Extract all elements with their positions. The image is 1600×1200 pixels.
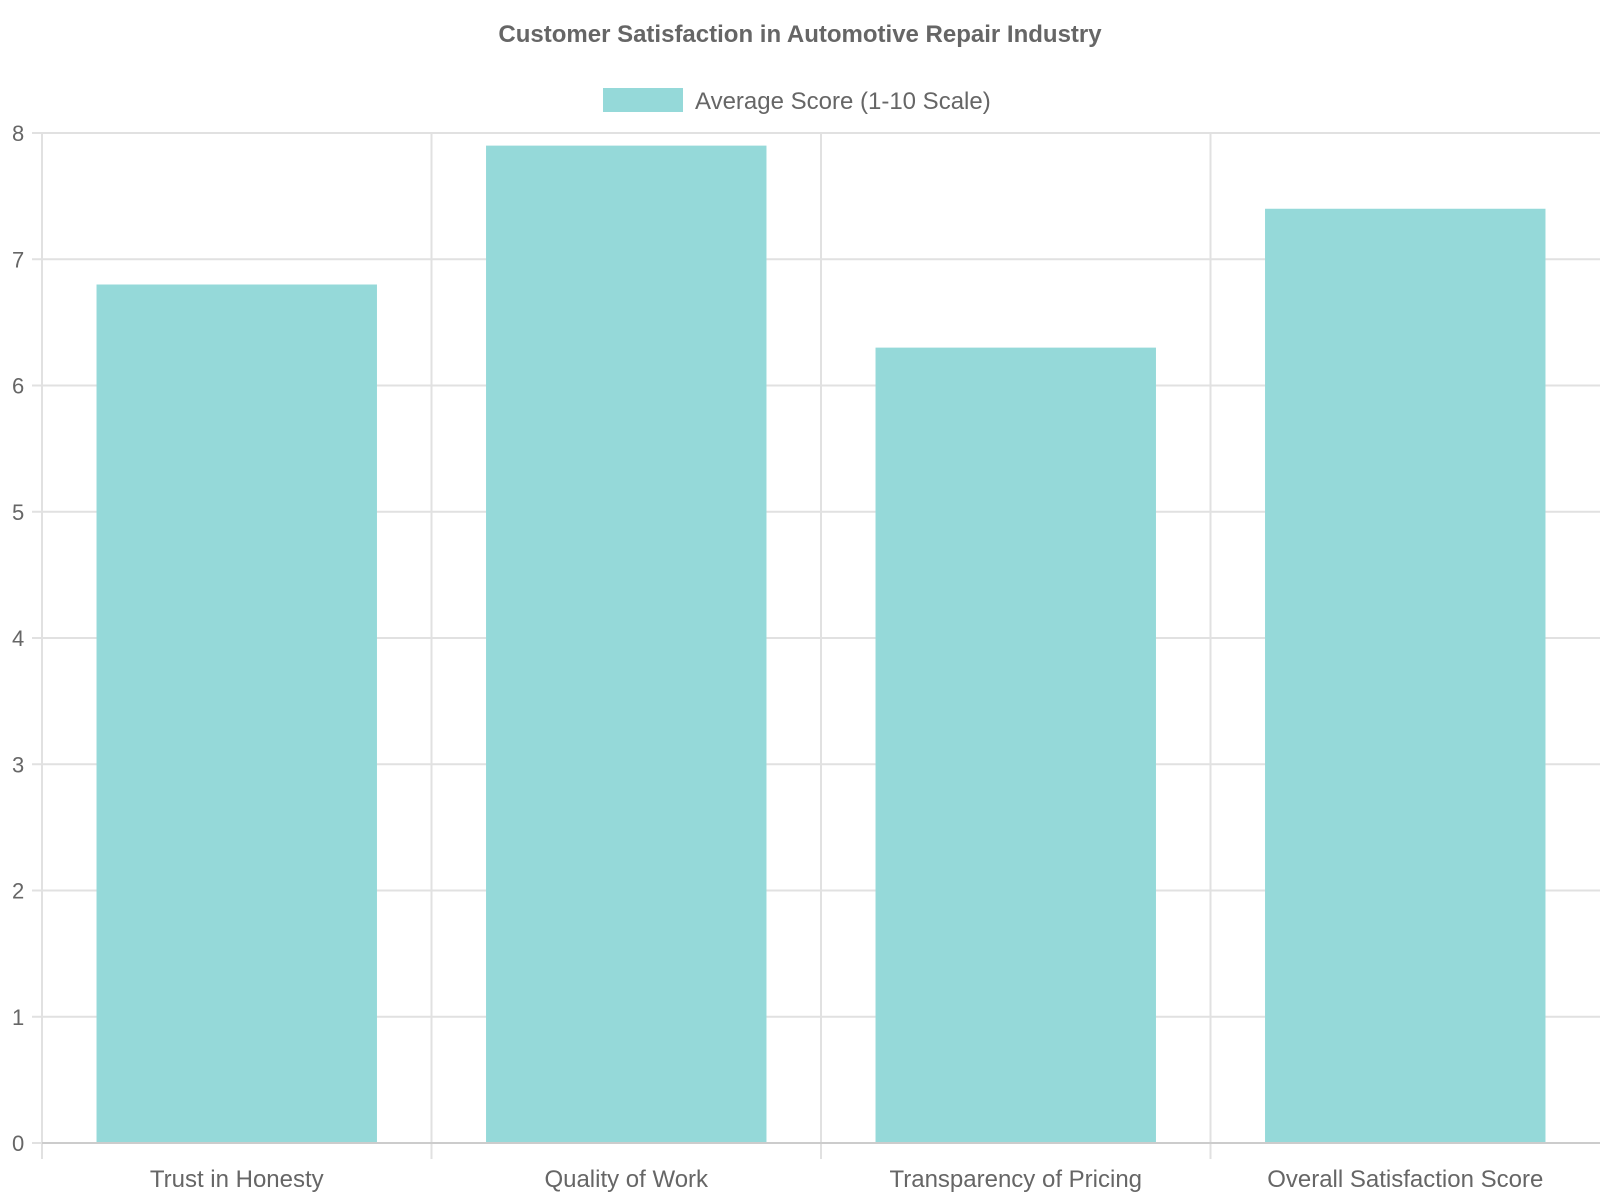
- bar[interactable]: [1265, 208, 1546, 1143]
- bar[interactable]: [875, 347, 1156, 1143]
- y-tick-label: 6: [12, 374, 24, 399]
- legend[interactable]: Average Score (1-10 Scale): [603, 88, 991, 115]
- y-tick-label: 1: [12, 1005, 24, 1030]
- y-tick-label: 7: [12, 247, 24, 272]
- y-tick-label: 5: [12, 500, 24, 525]
- bars: [96, 145, 1546, 1144]
- x-tick-label: Transparency of Pricing: [889, 1166, 1142, 1193]
- bar[interactable]: [96, 284, 377, 1144]
- legend-swatch: [603, 88, 683, 112]
- x-tick-label: Overall Satisfaction Score: [1267, 1166, 1543, 1193]
- y-tick-label: 8: [12, 121, 24, 146]
- y-tick-label: 4: [12, 626, 24, 651]
- y-tick-label: 0: [12, 1131, 24, 1156]
- y-tick-label: 3: [12, 752, 24, 777]
- chart-title: Customer Satisfaction in Automotive Repa…: [498, 21, 1102, 48]
- x-tick-label: Quality of Work: [544, 1166, 709, 1193]
- axes: 0 1 2 3 4 5 6 7 8 Trust in Honesty Quality of Work…: [12, 121, 1600, 1193]
- y-tick-label: 2: [12, 879, 24, 904]
- legend-label: Average Score (1-10 Scale): [695, 88, 991, 115]
- bar[interactable]: [486, 145, 767, 1143]
- x-tick-label: Trust in Honesty: [150, 1166, 324, 1193]
